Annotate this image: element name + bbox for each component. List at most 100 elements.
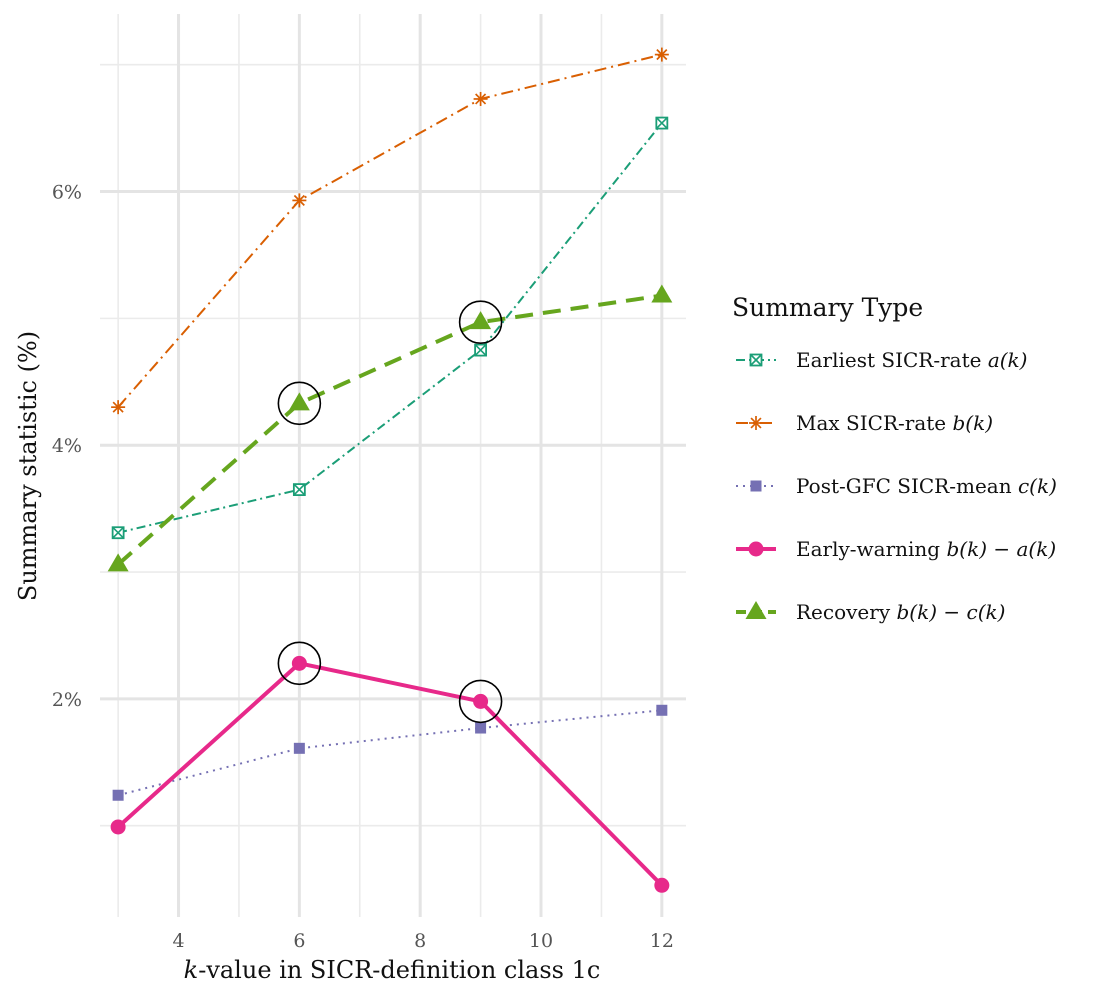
data-point xyxy=(470,311,492,330)
legend-key-marker xyxy=(750,480,762,492)
data-point xyxy=(475,722,487,734)
x-tick-label: 10 xyxy=(529,930,553,952)
x-axis-title-text: -value in SICR-definition class 1c xyxy=(198,956,600,984)
legend-label: Max SICR-rate b(k) xyxy=(796,411,993,435)
series-4 xyxy=(107,284,673,572)
data-point xyxy=(110,819,126,835)
marker-asterisk-arm xyxy=(750,417,762,429)
series-1 xyxy=(111,47,669,415)
highlight-circle xyxy=(458,300,503,344)
legend-item: Post-GFC SICR-mean c(k) xyxy=(736,474,1057,498)
marker-circle xyxy=(748,541,764,557)
highlight-circle xyxy=(277,641,322,686)
legend-title: Summary Type xyxy=(732,293,923,322)
tick-labels: 2% 4% 6% 4 6 8 10 12 xyxy=(52,182,674,952)
data-point xyxy=(293,742,305,754)
marker-square xyxy=(112,789,124,801)
marker-triangle xyxy=(470,311,492,330)
data-point xyxy=(288,392,310,411)
data-point xyxy=(111,400,126,415)
legend-key-marker xyxy=(748,541,764,557)
data-point xyxy=(107,553,129,572)
data-point xyxy=(292,483,306,496)
marker-circle xyxy=(473,693,489,709)
x-tick-label: 4 xyxy=(172,930,184,952)
legend-label: Recovery b(k) − c(k) xyxy=(796,600,1005,624)
highlight-circle xyxy=(458,679,503,724)
data-point xyxy=(651,284,673,303)
y-tick-label: 6% xyxy=(52,182,82,204)
series-0 xyxy=(111,116,669,540)
series-2 xyxy=(112,704,668,801)
data-point xyxy=(656,704,668,716)
series-line xyxy=(117,53,663,408)
legend-label-math: a(k) xyxy=(988,348,1028,372)
x-tick-label: 8 xyxy=(414,930,426,952)
legend-label-text: Recovery xyxy=(796,600,897,624)
legend-label: Earliest SICR-rate a(k) xyxy=(796,348,1027,372)
data-point xyxy=(111,526,125,540)
legend-key-marker xyxy=(749,353,763,367)
legend-label-text: Max SICR-rate xyxy=(796,411,952,435)
marker-square xyxy=(475,722,487,734)
legend-label-math: c(k) xyxy=(1018,474,1057,498)
marker-asterisk-arm xyxy=(656,49,668,61)
y-tick-label: 2% xyxy=(52,689,82,711)
series-line xyxy=(117,122,663,534)
y-tick-label: 4% xyxy=(52,435,82,457)
legend-item: Early-warning b(k) − a(k) xyxy=(736,537,1056,561)
data-point xyxy=(291,655,307,671)
marker-triangle xyxy=(651,284,673,303)
data-point xyxy=(655,116,669,130)
series-3 xyxy=(110,655,670,893)
marker-asterisk-arm xyxy=(475,93,487,105)
highlight-circle xyxy=(277,381,322,426)
data-point xyxy=(654,47,669,62)
marker-circle xyxy=(654,877,670,893)
marker-square xyxy=(750,480,762,492)
legend: Summary Type Earliest SICR-rate a(k) Max … xyxy=(732,293,1057,624)
marker-cross-line xyxy=(293,483,306,496)
series-line xyxy=(116,293,663,566)
legend-key-marker xyxy=(745,601,767,619)
data-point xyxy=(292,193,307,208)
legend-label-text: Early-warning xyxy=(796,537,946,561)
marker-asterisk-arm xyxy=(293,194,305,206)
legend-key-marker xyxy=(749,416,763,430)
legend-item: Max SICR-rate b(k) xyxy=(736,411,993,435)
legend-label: Early-warning b(k) − a(k) xyxy=(796,537,1056,561)
series-layer xyxy=(107,47,673,893)
legend-item: Earliest SICR-rate a(k) xyxy=(736,348,1027,372)
marker-triangle xyxy=(745,601,767,619)
x-axis-title-variable: k xyxy=(184,956,199,984)
legend-item: Recovery b(k) − c(k) xyxy=(736,600,1005,624)
data-point xyxy=(473,91,488,106)
data-point xyxy=(474,343,487,357)
legend-label-math: b(k) − a(k) xyxy=(946,537,1056,561)
legend-label: Post-GFC SICR-mean c(k) xyxy=(796,474,1057,498)
legend-label-math: b(k) xyxy=(952,411,993,435)
legend-label-math: b(k) − c(k) xyxy=(897,600,1006,624)
legend-label-text: Post-GFC SICR-mean xyxy=(796,474,1018,498)
marker-cross-line xyxy=(655,117,668,130)
marker-asterisk-arm xyxy=(112,401,124,413)
grid xyxy=(100,14,686,917)
x-tick-label: 12 xyxy=(650,930,674,952)
marker-triangle xyxy=(107,553,129,572)
marker-cross-line xyxy=(474,344,487,357)
marker-square xyxy=(656,704,668,716)
data-point xyxy=(654,877,670,893)
marker-square xyxy=(293,742,305,754)
marker-circle xyxy=(291,655,307,671)
highlight-layer xyxy=(277,300,503,724)
marker-circle xyxy=(110,819,126,835)
y-axis-title: Summary statistic (%) xyxy=(14,331,42,601)
x-tick-label: 6 xyxy=(293,930,305,952)
data-point xyxy=(473,693,489,709)
marker-triangle xyxy=(288,392,310,411)
series-line xyxy=(116,661,664,887)
data-point xyxy=(112,789,124,801)
x-axis-title: k-value in SICR-definition class 1c xyxy=(184,956,601,984)
marker-cross-line xyxy=(112,526,125,539)
